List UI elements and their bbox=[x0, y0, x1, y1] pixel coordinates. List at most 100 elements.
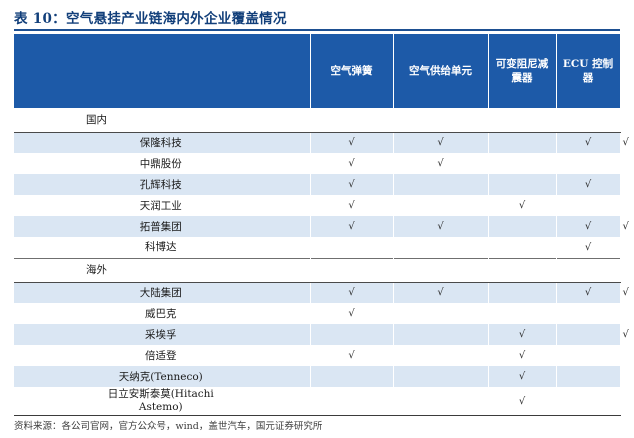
column-header-ecu: ECU 控制器 bbox=[556, 34, 621, 108]
table-row: 天纳克(Tenneco) √ bbox=[14, 366, 621, 387]
cell-ecu: √ bbox=[556, 132, 621, 153]
cell-air-supply-unit bbox=[393, 387, 489, 416]
check-icon: √ bbox=[584, 137, 592, 149]
cell-variable-damper bbox=[488, 216, 557, 237]
column-header-variable-damper: 可变阻尼减震器 bbox=[488, 34, 557, 108]
cell-variable-damper: √ bbox=[488, 324, 557, 345]
cell-air-supply-unit bbox=[393, 174, 489, 195]
check-icon: √ bbox=[348, 350, 355, 361]
cell-ecu bbox=[556, 153, 621, 174]
check-icon: √ bbox=[437, 137, 444, 149]
cell-variable-damper: √ bbox=[488, 366, 557, 387]
check-icon: √ bbox=[518, 350, 526, 361]
check-icon: √ bbox=[584, 221, 592, 232]
cell-variable-damper bbox=[488, 132, 557, 153]
check-icon: √ bbox=[584, 179, 592, 190]
column-header-company bbox=[14, 34, 311, 108]
cell-air-supply-unit: √ bbox=[393, 153, 489, 174]
check-icon: √ bbox=[518, 371, 526, 382]
company-name-cell: 保隆科技 bbox=[14, 132, 311, 153]
section-label: 海外 bbox=[14, 257, 620, 283]
company-name-cell: 孔辉科技 bbox=[14, 174, 311, 195]
table-row: 孔辉科技 √ √ bbox=[14, 174, 621, 195]
check-icon: √ bbox=[348, 200, 355, 211]
cell-air-spring bbox=[310, 387, 394, 416]
cell-air-spring bbox=[310, 366, 394, 387]
cell-variable-damper: √ bbox=[488, 387, 557, 416]
check-icon: √ bbox=[622, 221, 629, 232]
check-icon: √ bbox=[622, 137, 629, 149]
cell-air-spring: √ bbox=[310, 153, 394, 174]
cell-air-supply-unit bbox=[393, 237, 489, 258]
check-icon: √ bbox=[348, 158, 355, 169]
company-name-cell: 倍适登 bbox=[14, 345, 311, 366]
table-row: 保隆科技 √ √ √ √ bbox=[14, 132, 629, 153]
check-icon: √ bbox=[348, 287, 355, 299]
cell-variable-damper: √ bbox=[488, 345, 557, 366]
check-icon: √ bbox=[622, 287, 629, 299]
cell-air-spring: √ bbox=[310, 303, 394, 324]
cell-air-supply-unit bbox=[393, 345, 489, 366]
section-row-domestic: 国内 bbox=[14, 108, 620, 133]
company-name-cell: 大陆集团 bbox=[14, 282, 311, 303]
company-name-line-1: 日立安斯泰莫(Hitachi bbox=[107, 388, 214, 400]
check-icon: √ bbox=[348, 221, 355, 232]
section-row-overseas: 海外 bbox=[14, 257, 620, 283]
page-title: 表 10：空气悬挂产业链海内外企业覆盖情况 bbox=[14, 11, 287, 27]
check-icon: √ bbox=[518, 395, 526, 407]
cell-air-spring bbox=[310, 324, 394, 345]
company-name-cell: 威巴克 bbox=[14, 303, 311, 324]
cell-ecu bbox=[556, 366, 621, 387]
table-row: 拓普集团 √ √ √ √ bbox=[14, 216, 629, 237]
cell-air-supply-unit: √ bbox=[393, 216, 489, 237]
cell-variable-damper bbox=[488, 174, 557, 195]
cell-air-spring: √ bbox=[310, 174, 394, 195]
check-icon: √ bbox=[348, 308, 355, 319]
cell-air-supply-unit: √ bbox=[393, 282, 489, 303]
cell-air-spring: √ bbox=[310, 132, 394, 153]
cell-variable-damper bbox=[488, 282, 557, 303]
table-header: 空气弹簧 空气供给单元 可变阻尼减震器 ECU 控制器 相关传感器 bbox=[14, 34, 634, 108]
table-row: 日立安斯泰莫(Hitachi Astemo) √ bbox=[14, 387, 621, 416]
table-row: 天润工业 √ √ bbox=[14, 195, 621, 216]
table-header-row: 空气弹簧 空气供给单元 可变阻尼减震器 ECU 控制器 相关传感器 bbox=[14, 34, 634, 108]
table-body: 国内 保隆科技 √ √ √ √ 中鼎股份 √ √ 孔辉科技 √ √ 天润工业 √ √ 拓普集团 √ √ √ √ 科博达 √… bbox=[14, 108, 629, 416]
cell-variable-damper bbox=[488, 237, 557, 258]
check-icon: √ bbox=[348, 179, 355, 190]
table-row: 中鼎股份 √ √ bbox=[14, 153, 621, 174]
cell-ecu bbox=[556, 345, 621, 366]
cell-ecu: √ bbox=[556, 174, 621, 195]
source-note: 资料来源：各公司官网，官方公众号，wind，盖世汽车，国元证券研究所 bbox=[14, 421, 323, 432]
check-icon: √ bbox=[348, 137, 355, 149]
cell-ecu: √ bbox=[556, 237, 621, 258]
check-icon: √ bbox=[437, 287, 444, 299]
check-icon: √ bbox=[518, 200, 526, 211]
cell-air-spring: √ bbox=[310, 282, 394, 303]
cell-air-supply-unit bbox=[393, 366, 489, 387]
cell-ecu bbox=[556, 324, 621, 345]
cell-variable-damper bbox=[488, 303, 557, 324]
check-icon: √ bbox=[437, 158, 444, 169]
cell-ecu: √ bbox=[556, 282, 621, 303]
column-header-air-supply-unit: 空气供给单元 bbox=[393, 34, 489, 108]
cell-air-spring: √ bbox=[310, 216, 394, 237]
company-name-cell: 采埃孚 bbox=[14, 324, 311, 345]
company-name-cell: 科博达 bbox=[14, 237, 311, 258]
company-name-line-2: Astemo) bbox=[138, 401, 183, 413]
cell-ecu bbox=[556, 387, 621, 416]
coverage-table: 空气弹簧 空气供给单元 可变阻尼减震器 ECU 控制器 相关传感器 国内 保隆科技… bbox=[14, 34, 634, 416]
check-icon: √ bbox=[584, 241, 592, 253]
check-icon: √ bbox=[622, 329, 629, 340]
company-name-cell: 中鼎股份 bbox=[14, 153, 311, 174]
cell-air-supply-unit bbox=[393, 195, 489, 216]
table-row: 科博达 √ bbox=[14, 237, 621, 258]
cell-variable-damper: √ bbox=[488, 195, 557, 216]
company-name-cell: 日立安斯泰莫(Hitachi Astemo) bbox=[14, 387, 311, 416]
cell-ecu: √ bbox=[556, 216, 621, 237]
check-icon: √ bbox=[518, 329, 526, 340]
cell-ecu bbox=[556, 303, 621, 324]
table-row: 倍适登 √ √ bbox=[14, 345, 621, 366]
check-icon: √ bbox=[584, 287, 592, 299]
company-name-cell: 拓普集团 bbox=[14, 216, 311, 237]
